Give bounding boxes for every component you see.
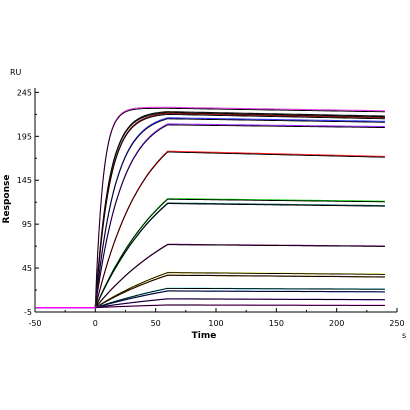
x-tick-label: 250	[389, 319, 404, 328]
axes: -50 0 50 100 150 200 250 -5 45 95 145 195 245	[17, 88, 405, 328]
x-unit-label: s	[402, 331, 406, 340]
fit-line	[94, 107, 385, 308]
series-line	[35, 298, 385, 309]
x-tick-label: 50	[151, 319, 161, 328]
x-tick-label: 150	[269, 319, 284, 328]
x-tick-label: -50	[28, 319, 41, 328]
series-line	[35, 150, 385, 309]
x-tick-label: 100	[208, 319, 223, 328]
series-line	[35, 123, 385, 309]
fit-line	[94, 203, 385, 308]
fit-line	[95, 272, 385, 308]
fit-line	[94, 118, 385, 308]
y-tick-label: 245	[17, 88, 32, 97]
y-tick-label: 95	[22, 220, 32, 229]
fit-line	[95, 298, 385, 309]
x-tick-label: 200	[329, 319, 344, 328]
series-line	[35, 117, 385, 309]
series-line	[35, 106, 385, 309]
fit-line	[94, 198, 385, 308]
series-line	[35, 111, 385, 309]
series-line	[35, 112, 385, 309]
fit-line	[95, 287, 385, 309]
fit-line	[94, 113, 385, 308]
fit-line	[94, 112, 385, 308]
series-group	[35, 106, 385, 309]
y-axis-label: Response	[2, 175, 12, 224]
fit-line	[94, 151, 385, 308]
fit-line	[95, 290, 385, 309]
x-axis-label: Time	[192, 331, 217, 341]
fit-line	[94, 244, 385, 308]
x-tick-label: 0	[93, 319, 98, 328]
y-tick-label: 195	[17, 132, 32, 141]
series-line	[35, 271, 385, 309]
fit-line	[95, 304, 385, 309]
y-unit-label: RU	[10, 68, 22, 77]
fit-line	[95, 274, 385, 308]
y-tick-label: 145	[17, 176, 32, 185]
y-tick-label: -5	[24, 308, 32, 317]
fit-line	[94, 124, 385, 308]
y-tick-label: 45	[22, 264, 32, 273]
